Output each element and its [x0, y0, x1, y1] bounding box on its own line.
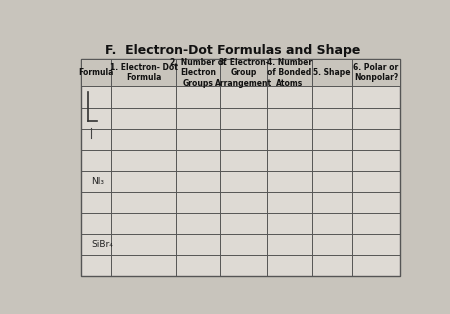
Bar	[81, 59, 400, 276]
Text: SiBr₄: SiBr₄	[91, 240, 113, 249]
Text: 3. Electron-
Group
Arrangement: 3. Electron- Group Arrangement	[215, 58, 272, 88]
Text: 5. Shape: 5. Shape	[313, 68, 351, 78]
Bar	[81, 59, 400, 86]
Text: Formula: Formula	[78, 68, 114, 78]
Text: 6. Polar or
Nonpolar?: 6. Polar or Nonpolar?	[353, 63, 399, 83]
Text: 1. Electron- Dot
Formula: 1. Electron- Dot Formula	[109, 63, 177, 83]
Text: 2. Number of
Electron
Groups: 2. Number of Electron Groups	[170, 58, 226, 88]
Text: NI₃: NI₃	[91, 177, 104, 186]
Text: F.  Electron-Dot Formulas and Shape: F. Electron-Dot Formulas and Shape	[105, 44, 360, 57]
Text: 4. Number
of Bonded
Atoms: 4. Number of Bonded Atoms	[267, 58, 312, 88]
